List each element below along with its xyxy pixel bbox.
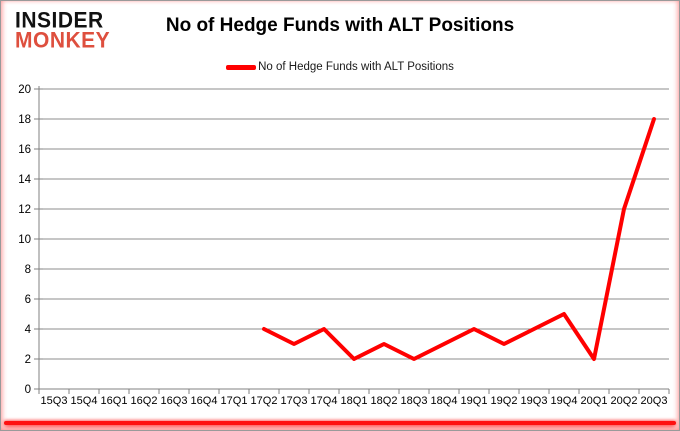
x-tick-label: 16Q2: [131, 395, 158, 407]
y-tick-label: 4: [25, 324, 32, 336]
y-tick-label: 10: [18, 234, 31, 246]
logo-text-monkey: MONKEY: [15, 28, 111, 53]
y-tick-label: 6: [25, 294, 31, 306]
chart-title: No of Hedge Funds with ALT Positions: [165, 15, 515, 36]
x-tick-label: 19Q1: [461, 395, 488, 407]
y-tick-label: 18: [18, 114, 31, 126]
legend: No of Hedge Funds with ALT Positions: [1, 61, 679, 73]
x-tick-label: 15Q3: [41, 395, 68, 407]
x-tick-label: 16Q4: [191, 395, 218, 407]
x-tick-label: 17Q1: [221, 395, 248, 407]
y-tick-label: 16: [18, 144, 31, 156]
x-tick-label: 17Q4: [311, 395, 338, 407]
x-tick-label: 19Q4: [551, 395, 578, 407]
x-tick-label: 18Q3: [401, 395, 428, 407]
y-tick-label: 0: [25, 384, 31, 396]
x-tick-label: 20Q1: [581, 395, 608, 407]
legend-line-marker: [226, 64, 257, 70]
x-tick-label: 19Q2: [491, 395, 518, 407]
x-tick-label: 15Q4: [71, 395, 98, 407]
x-tick-label: 16Q3: [161, 395, 188, 407]
x-tick-label: 17Q3: [281, 395, 308, 407]
x-tick-label: 20Q3: [641, 395, 668, 407]
x-tick-label: 18Q4: [431, 395, 458, 407]
y-tick-label: 14: [18, 174, 31, 186]
x-tick-label: 19Q3: [521, 395, 548, 407]
data-series-line: [262, 117, 656, 361]
y-tick-label: 8: [25, 264, 31, 276]
legend-label: No of Hedge Funds with ALT Positions: [258, 61, 454, 73]
x-tick-label: 16Q1: [101, 395, 128, 407]
x-tick-label: 17Q2: [251, 395, 278, 407]
y-tick-label: 20: [18, 84, 31, 96]
x-tick-label: 20Q2: [611, 395, 638, 407]
logo-text-insider: INSIDER: [15, 8, 104, 33]
red-accent-bar: [4, 421, 676, 425]
y-tick-label: 12: [18, 204, 31, 216]
insider-monkey-logo: INSIDER MONKEY: [15, 8, 111, 53]
x-tick-label: 18Q1: [341, 395, 368, 407]
x-tick-label: 18Q2: [371, 395, 398, 407]
y-tick-label: 2: [25, 354, 31, 366]
